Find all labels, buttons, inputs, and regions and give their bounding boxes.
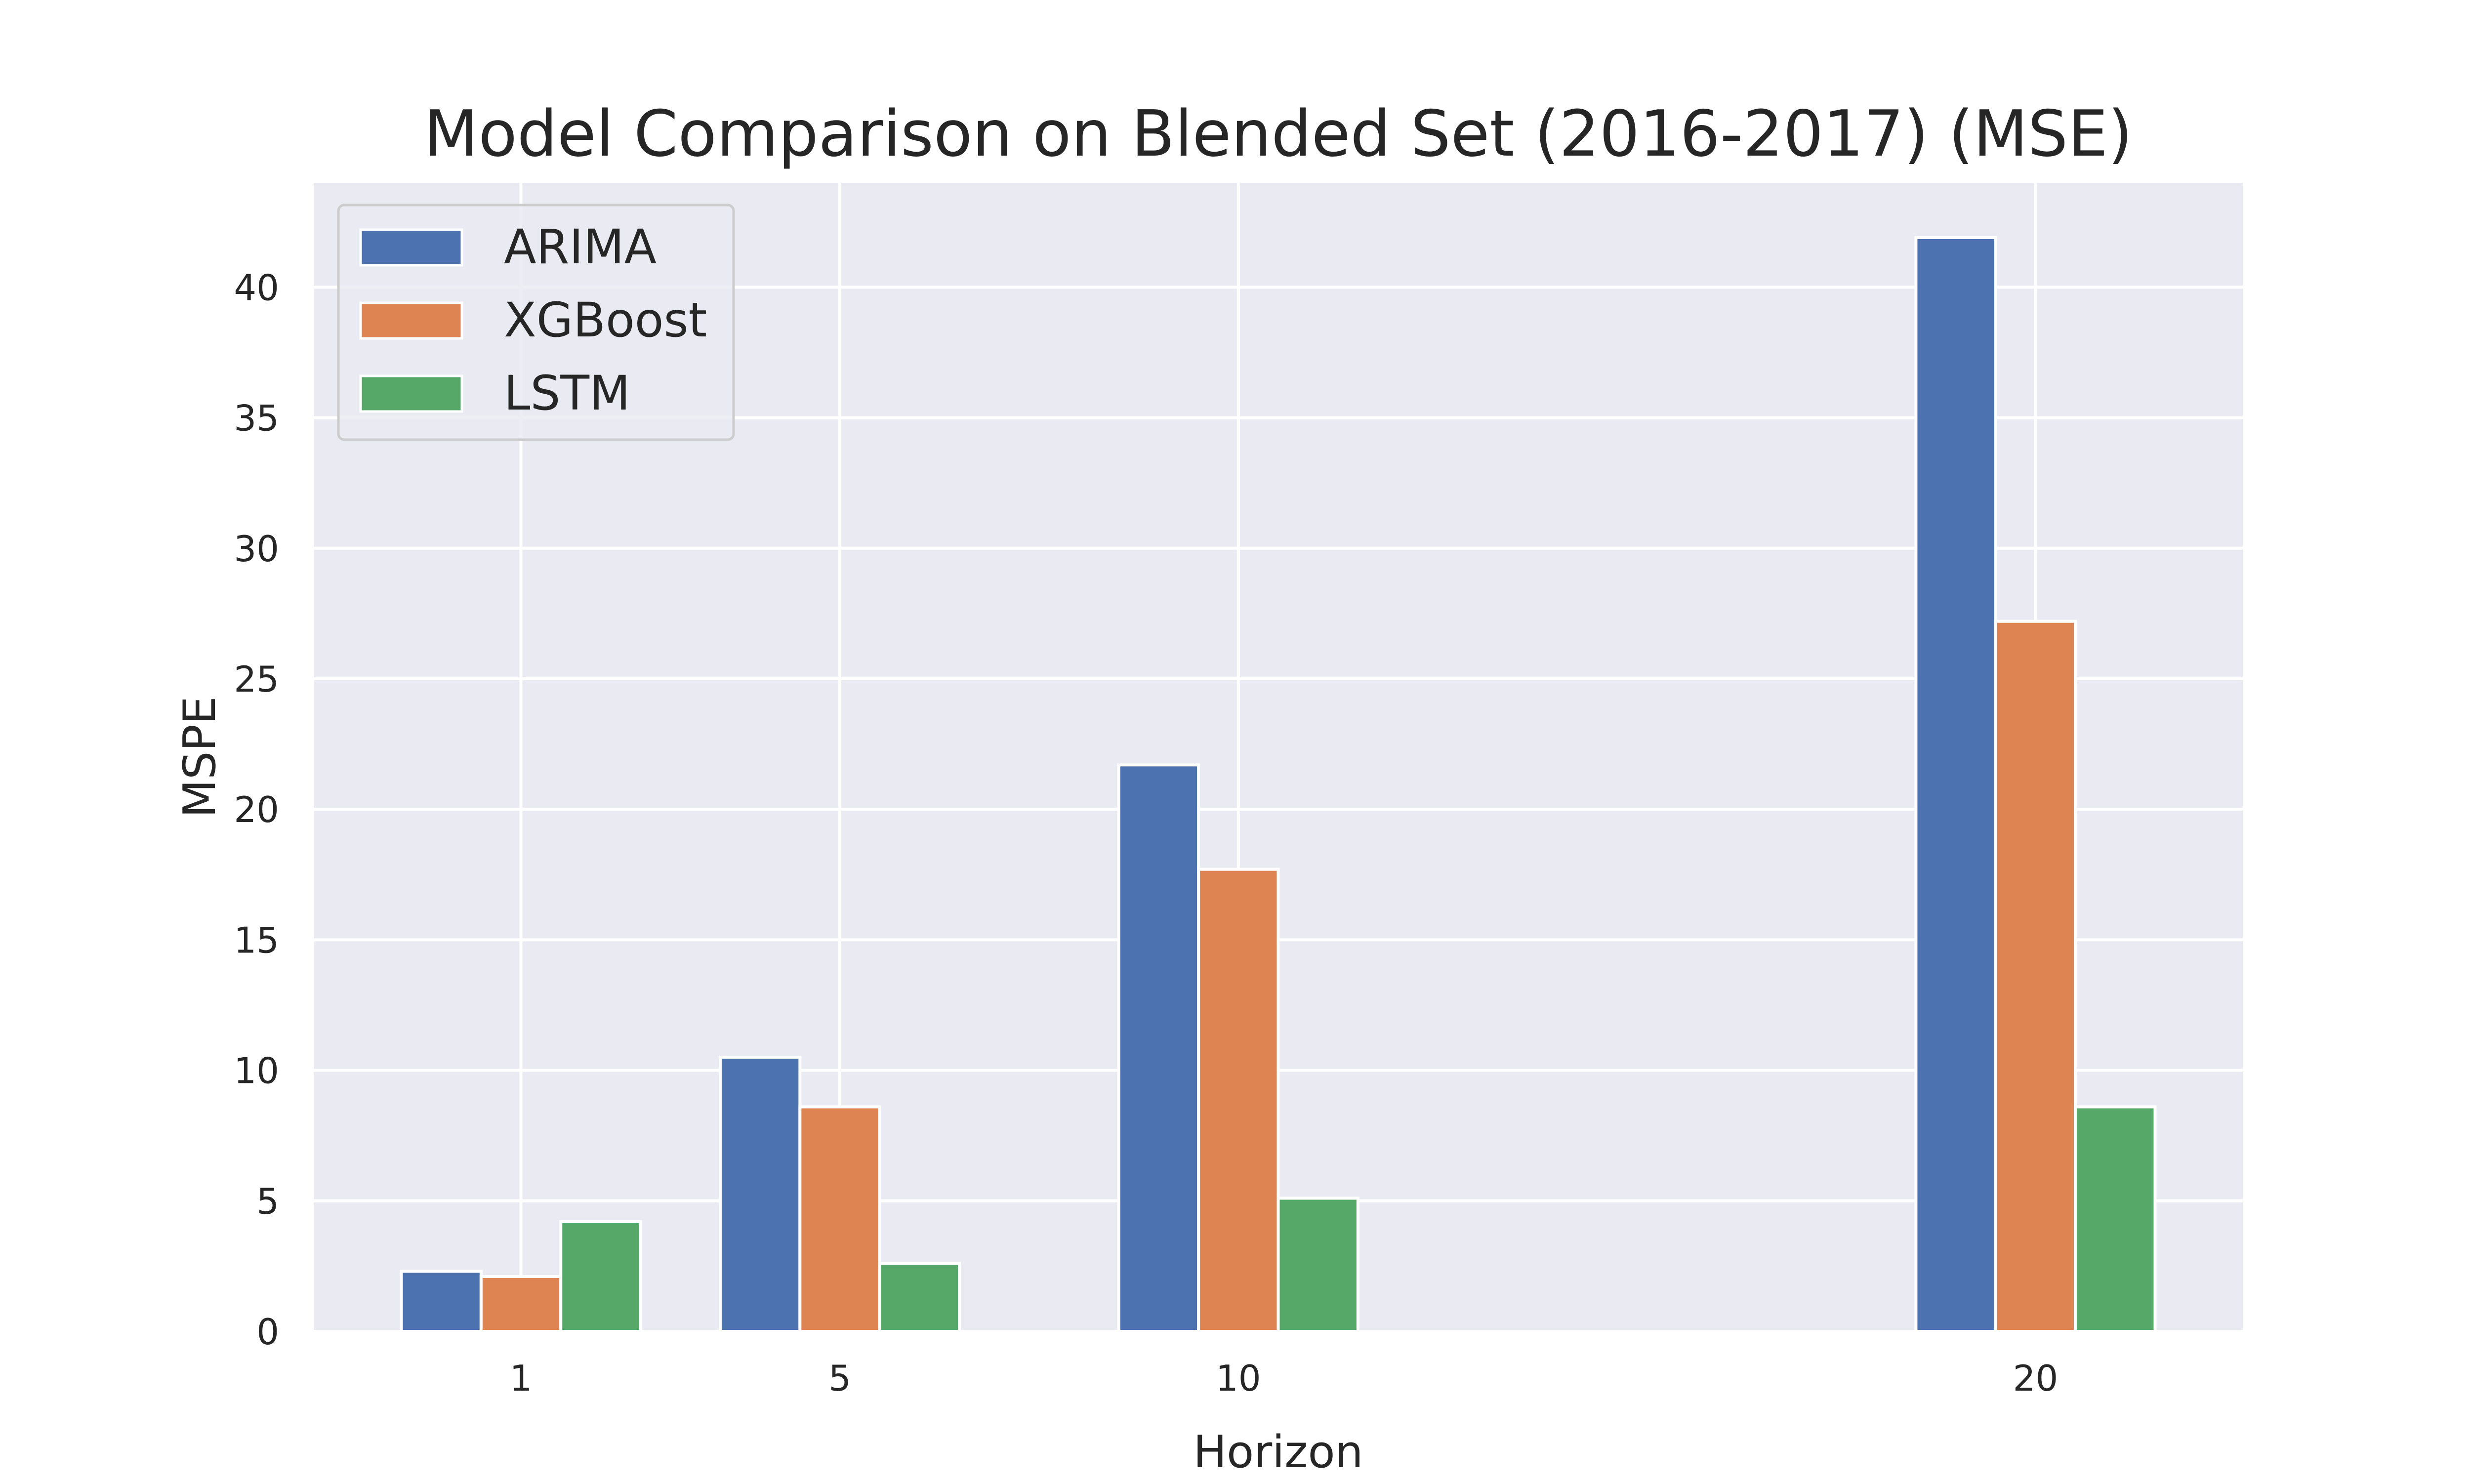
- bars: [400, 236, 2157, 1333]
- bar-lstm-h10: [1276, 1196, 1359, 1333]
- chart-title: Model Comparison on Blended Set (2016-20…: [424, 97, 2133, 171]
- y-tick-labels: 0 5 10 15 20 25 30 35 40: [234, 267, 279, 1353]
- bar-lstm-h20: [2074, 1105, 2157, 1333]
- y-tick-label: 10: [234, 1050, 279, 1092]
- x-tick-label: 1: [510, 1358, 533, 1399]
- legend-swatch-arima: [359, 228, 463, 267]
- bar-lstm-h5: [878, 1262, 961, 1333]
- legend-label-lstm: LSTM: [504, 366, 630, 421]
- bar-arima-h20: [1914, 236, 1997, 1333]
- y-tick-label: 5: [256, 1181, 279, 1222]
- y-axis-label: MSPE: [174, 697, 226, 818]
- legend-label-arima: ARIMA: [504, 219, 657, 275]
- bar-arima-h1: [400, 1270, 483, 1333]
- y-tick-label: 20: [234, 789, 279, 830]
- legend-label-xgboost: XGBoost: [504, 292, 707, 348]
- y-tick-label: 40: [234, 267, 279, 308]
- bar-arima-h5: [718, 1056, 802, 1333]
- x-tick-label: 10: [1216, 1358, 1261, 1399]
- x-tick-labels: 1 5 10 20: [510, 1358, 2058, 1399]
- y-tick-label: 15: [234, 919, 279, 961]
- bar-xgboost-h1: [479, 1275, 563, 1333]
- bar-arima-h10: [1117, 763, 1200, 1333]
- bar-xgboost-h20: [1994, 619, 2077, 1333]
- y-tick-label: 35: [234, 398, 279, 439]
- x-tick-label: 20: [2013, 1358, 2058, 1399]
- bar-xgboost-h10: [1197, 867, 1280, 1333]
- x-axis-label: Horizon: [1193, 1426, 1363, 1478]
- y-tick-label: 30: [234, 528, 279, 570]
- y-tick-label: 25: [234, 659, 279, 700]
- legend: ARIMA XGBoost LSTM: [337, 204, 735, 441]
- bar-xgboost-h5: [798, 1105, 881, 1333]
- legend-swatch-lstm: [359, 374, 463, 413]
- legend-swatch-xgboost: [359, 301, 463, 340]
- x-tick-label: 5: [828, 1358, 851, 1399]
- bar-lstm-h1: [559, 1220, 642, 1333]
- y-tick-label: 0: [256, 1311, 279, 1353]
